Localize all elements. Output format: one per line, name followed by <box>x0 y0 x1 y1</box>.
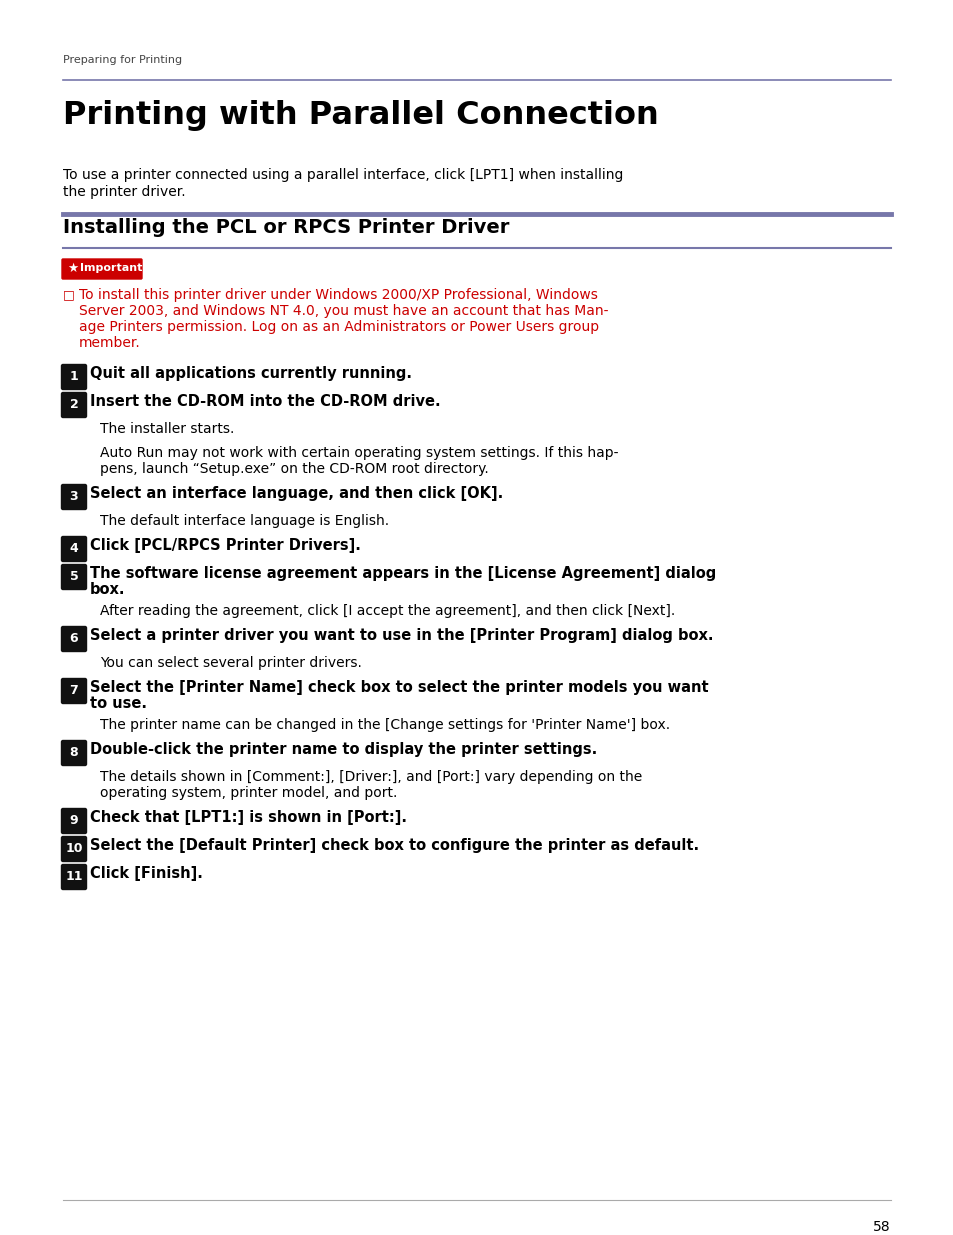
Text: ★: ★ <box>67 262 78 274</box>
Text: 5: 5 <box>70 571 78 583</box>
Text: Printing with Parallel Connection: Printing with Parallel Connection <box>63 100 659 131</box>
FancyBboxPatch shape <box>61 484 87 510</box>
Text: 10: 10 <box>65 842 83 856</box>
FancyBboxPatch shape <box>61 741 87 766</box>
Text: box.: box. <box>90 582 126 597</box>
Text: The software license agreement appears in the [License Agreement] dialog: The software license agreement appears i… <box>90 566 716 580</box>
FancyBboxPatch shape <box>62 259 142 279</box>
Text: Click [Finish].: Click [Finish]. <box>90 866 203 881</box>
Text: 58: 58 <box>872 1220 890 1234</box>
Text: operating system, printer model, and port.: operating system, printer model, and por… <box>100 785 397 800</box>
Text: Installing the PCL or RPCS Printer Driver: Installing the PCL or RPCS Printer Drive… <box>63 219 509 237</box>
Text: Select a printer driver you want to use in the [Printer Program] dialog box.: Select a printer driver you want to use … <box>90 629 713 643</box>
Text: 8: 8 <box>70 746 78 760</box>
Text: To use a printer connected using a parallel interface, click [LPT1] when install: To use a printer connected using a paral… <box>63 168 622 182</box>
Text: Auto Run may not work with certain operating system settings. If this hap-: Auto Run may not work with certain opera… <box>100 446 618 459</box>
Text: age Printers permission. Log on as an Administrators or Power Users group: age Printers permission. Log on as an Ad… <box>79 320 598 333</box>
Text: To install this printer driver under Windows 2000/XP Professional, Windows: To install this printer driver under Win… <box>79 288 598 303</box>
Text: Select the [Default Printer] check box to configure the printer as default.: Select the [Default Printer] check box t… <box>90 839 699 853</box>
Text: Quit all applications currently running.: Quit all applications currently running. <box>90 366 412 382</box>
Text: The default interface language is English.: The default interface language is Englis… <box>100 514 389 529</box>
FancyBboxPatch shape <box>61 536 87 562</box>
Text: Click [PCL/RPCS Printer Drivers].: Click [PCL/RPCS Printer Drivers]. <box>90 538 360 553</box>
Text: Server 2003, and Windows NT 4.0, you must have an account that has Man-: Server 2003, and Windows NT 4.0, you mus… <box>79 304 608 317</box>
Text: the printer driver.: the printer driver. <box>63 185 186 199</box>
Text: 4: 4 <box>70 542 78 556</box>
Text: Insert the CD-ROM into the CD-ROM drive.: Insert the CD-ROM into the CD-ROM drive. <box>90 394 440 409</box>
Text: Select the [Printer Name] check box to select the printer models you want: Select the [Printer Name] check box to s… <box>90 680 708 695</box>
Text: Double-click the printer name to display the printer settings.: Double-click the printer name to display… <box>90 742 597 757</box>
Text: The installer starts.: The installer starts. <box>100 422 234 436</box>
Text: The printer name can be changed in the [Change settings for 'Printer Name'] box.: The printer name can be changed in the [… <box>100 718 669 732</box>
Text: Check that [LPT1:] is shown in [Port:].: Check that [LPT1:] is shown in [Port:]. <box>90 810 407 825</box>
Text: Select an interface language, and then click [OK].: Select an interface language, and then c… <box>90 487 503 501</box>
FancyBboxPatch shape <box>61 864 87 889</box>
Text: 9: 9 <box>70 815 78 827</box>
Text: □: □ <box>63 288 74 301</box>
FancyBboxPatch shape <box>61 364 87 389</box>
Text: to use.: to use. <box>90 697 147 711</box>
Text: You can select several printer drivers.: You can select several printer drivers. <box>100 656 361 671</box>
Text: The details shown in [Comment:], [Driver:], and [Port:] vary depending on the: The details shown in [Comment:], [Driver… <box>100 769 641 784</box>
Text: 1: 1 <box>70 370 78 384</box>
FancyBboxPatch shape <box>61 836 87 862</box>
FancyBboxPatch shape <box>61 564 87 589</box>
Text: 11: 11 <box>65 871 83 883</box>
Text: Important: Important <box>80 263 142 273</box>
Text: 3: 3 <box>70 490 78 504</box>
Text: Preparing for Printing: Preparing for Printing <box>63 56 182 65</box>
FancyBboxPatch shape <box>61 678 87 704</box>
Text: pens, launch “Setup.exe” on the CD-ROM root directory.: pens, launch “Setup.exe” on the CD-ROM r… <box>100 462 488 475</box>
FancyBboxPatch shape <box>61 809 87 834</box>
Text: member.: member. <box>79 336 141 350</box>
Text: After reading the agreement, click [I accept the agreement], and then click [Nex: After reading the agreement, click [I ac… <box>100 604 675 618</box>
FancyBboxPatch shape <box>61 626 87 652</box>
FancyBboxPatch shape <box>61 393 87 417</box>
Text: 6: 6 <box>70 632 78 646</box>
Text: 7: 7 <box>70 684 78 698</box>
Text: 2: 2 <box>70 399 78 411</box>
